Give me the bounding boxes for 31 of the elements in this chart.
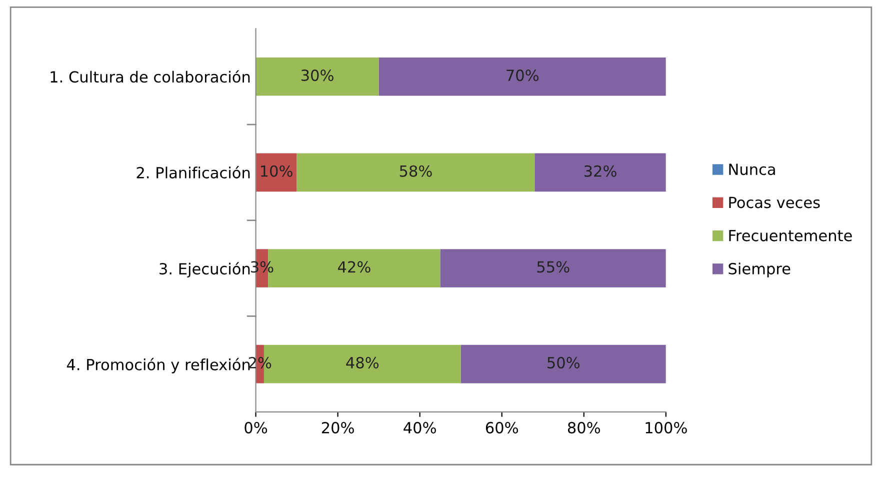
data-label: 32%	[584, 165, 616, 177]
x-tick-label: 0%	[244, 422, 268, 434]
bar	[256, 57, 379, 96]
legend-label: Pocas veces	[729, 196, 820, 208]
data-label: 48%	[346, 356, 379, 368]
data-label: 42%	[338, 261, 370, 273]
x-tick-label: 60%	[486, 422, 518, 434]
bar	[256, 153, 297, 192]
x-tick-label: 20%	[322, 422, 354, 434]
data-label: 2%	[248, 356, 272, 368]
y-tick-label: 2. Planificación	[136, 166, 250, 178]
data-label: 50%	[548, 356, 580, 368]
x-tick-label: 80%	[568, 422, 600, 434]
x-tick-label: 100%	[646, 422, 687, 434]
y-tick-label: 4. Promoción y reflexión	[66, 358, 250, 374]
data-label: 10%	[260, 165, 292, 177]
y-tick-label: 1. Cultura de colaboración	[50, 70, 250, 83]
y-tick-label: 3. Ejecución	[160, 262, 250, 278]
bar	[440, 249, 666, 288]
data-label: 55%	[537, 261, 570, 273]
legend-label: Frecuentemente	[729, 230, 852, 242]
data-label: 30%	[301, 70, 334, 82]
data-label: 58%	[400, 165, 432, 177]
legend-label: Siempre	[728, 262, 790, 278]
bar	[296, 153, 535, 192]
x-tick-label: 40%	[404, 422, 436, 434]
data-label: 70%	[506, 70, 538, 82]
bar	[460, 344, 666, 384]
legend-label: Nunca	[729, 164, 775, 176]
bar	[534, 153, 666, 192]
bar	[378, 57, 666, 96]
